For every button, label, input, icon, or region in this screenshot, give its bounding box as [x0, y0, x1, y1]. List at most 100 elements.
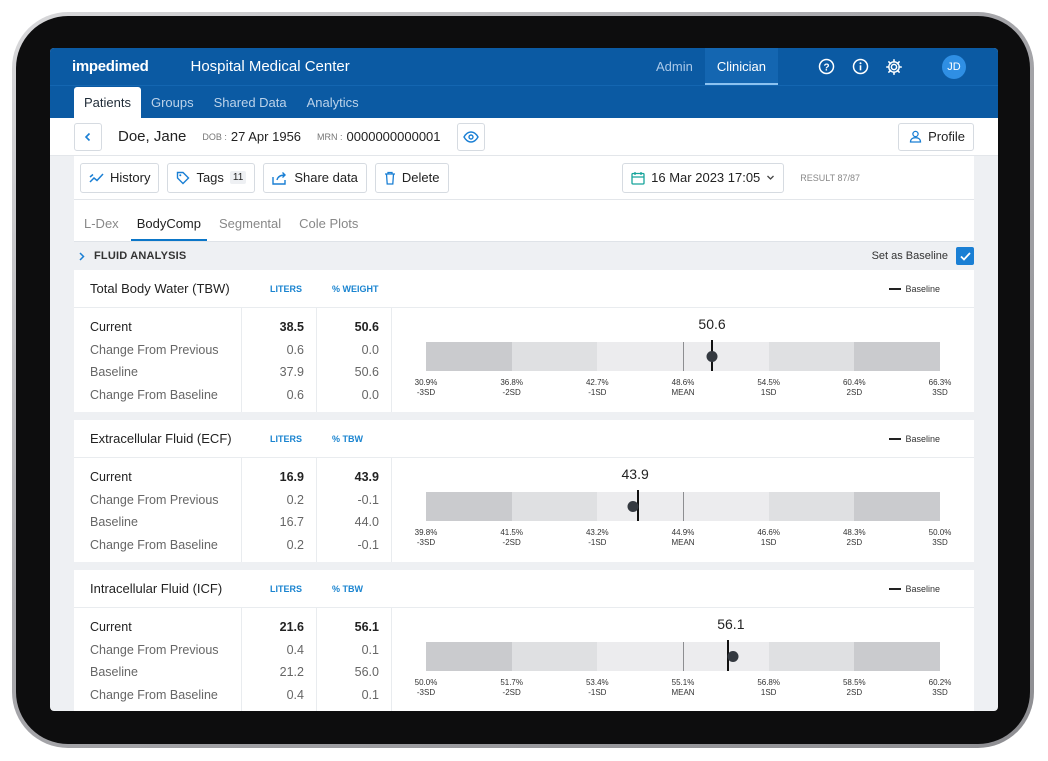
liters-value: 16.7: [279, 515, 304, 529]
tick-sd: -3SD: [416, 388, 436, 397]
nav-tab-patients[interactable]: Patients: [74, 87, 141, 118]
percent-value: 56.0: [354, 665, 379, 679]
history-label: History: [110, 170, 151, 185]
tick-sd: 2SD: [846, 538, 863, 547]
liters-values: 21.6 0.4 21.2 0.4: [242, 608, 317, 711]
baseline-legend-label: Baseline: [905, 283, 940, 294]
column-header-liters: LITERS: [270, 283, 303, 294]
row-label: Change From Previous: [90, 642, 219, 657]
sd-band: [511, 342, 598, 371]
nav-tab-shared-data[interactable]: Shared Data: [213, 95, 287, 110]
role-admin-tab[interactable]: Admin: [656, 59, 693, 74]
tick-percent: 44.9%: [671, 528, 695, 537]
tick-percent: 55.1%: [671, 678, 695, 687]
tab-bodycomp[interactable]: BodyComp: [130, 216, 207, 241]
back-button[interactable]: [74, 122, 102, 151]
tick-sd: 2SD: [846, 688, 863, 697]
set-baseline-checkbox[interactable]: [956, 247, 974, 265]
view-eye-button[interactable]: [456, 122, 485, 151]
sd-tick-label: 56.8% 1SD: [757, 678, 780, 698]
fluid-analysis-header[interactable]: FLUID ANALYSIS Set as Baseline: [50, 242, 998, 270]
percent-value: 50.6: [354, 320, 379, 334]
row-labels: Current Change From Previous Baseline Chang…: [74, 458, 242, 562]
card-body: Current Change From Previous Baseline Chang…: [74, 308, 974, 412]
sd-tick-label: 60.2% 3SD: [929, 678, 952, 698]
card-body: Current Change From Previous Baseline Chang…: [74, 608, 974, 711]
dob-label: DOB :: [202, 131, 227, 142]
current-value-dot: [706, 351, 718, 362]
tick-percent: 50.0%: [928, 528, 952, 537]
help-icon[interactable]: ?: [816, 57, 836, 77]
sd-tick-label: 42.7% -1SD: [586, 378, 609, 398]
tick-percent: 48.6%: [671, 378, 695, 387]
tick-sd: 1SD: [760, 538, 777, 547]
sd-band: [511, 492, 598, 521]
share-data-button[interactable]: Share data: [263, 162, 367, 193]
percent-value: 0.1: [361, 687, 379, 702]
sd-tick-label: 58.5% 2SD: [843, 678, 866, 698]
sd-range-bar: [426, 342, 941, 371]
percent-value: 0.0: [361, 387, 379, 402]
sd-tick-label: 48.3% 2SD: [843, 528, 866, 548]
percent-value: 50.6: [354, 365, 379, 379]
tags-count-badge: 11: [229, 171, 247, 184]
gauge-current-value: 50.6: [698, 316, 726, 332]
tab-l-dex[interactable]: L-Dex: [84, 216, 119, 231]
tick-sd: 2SD: [846, 388, 863, 397]
sd-band: [511, 642, 598, 671]
sd-tick-label: 51.7% -2SD: [500, 678, 523, 698]
settings-gear-icon[interactable]: [884, 57, 904, 77]
tick-sd: -3SD: [416, 688, 436, 697]
row-label: Change From Previous: [90, 492, 219, 507]
chevron-down-icon: [767, 175, 775, 180]
sd-band: [426, 642, 512, 671]
tab-cole-plots[interactable]: Cole Plots: [299, 216, 359, 231]
tick-percent: 30.9%: [414, 378, 438, 387]
row-labels: Current Change From Previous Baseline Chang…: [74, 608, 242, 711]
sd-band: [426, 492, 512, 521]
tick-sd: MEAN: [671, 538, 695, 547]
nav-tab-groups[interactable]: Groups: [150, 95, 194, 110]
set-baseline-label: Set as Baseline: [871, 250, 948, 262]
liters-value: 21.2: [279, 665, 304, 679]
mean-line: [683, 642, 684, 671]
sd-band: [683, 642, 769, 671]
tick-sd: -1SD: [588, 688, 607, 697]
delete-button[interactable]: Delete: [374, 162, 449, 193]
column-header-percent: % WEIGHT: [332, 283, 379, 294]
mean-line: [683, 492, 684, 521]
nav-tab-analytics[interactable]: Analytics: [306, 95, 359, 110]
info-icon[interactable]: [850, 57, 870, 77]
history-button[interactable]: History: [80, 162, 160, 193]
sd-tick-label: 36.8% -2SD: [500, 378, 523, 398]
liters-value: 0.6: [286, 342, 304, 357]
row-label: Change From Baseline: [90, 537, 218, 552]
role-clinician-tab[interactable]: Clinician: [704, 48, 778, 85]
tags-button[interactable]: Tags 11: [167, 162, 256, 193]
delete-label: Delete: [401, 170, 440, 185]
tick-sd: -2SD: [502, 688, 521, 697]
sd-band: [768, 342, 855, 371]
mrn-value: 0000000000001: [346, 129, 441, 144]
percent-value: 44.0: [354, 515, 379, 529]
tick-percent: 46.6%: [757, 528, 780, 537]
tick-percent: 48.3%: [842, 528, 866, 537]
tick-sd: 3SD: [932, 388, 948, 397]
fluid-card: Intracellular Fluid (ICF) LITERS % TBW Base…: [74, 570, 974, 711]
column-header-percent: % TBW: [332, 433, 363, 444]
row-label: Current: [90, 320, 132, 334]
tags-label: Tags: [196, 170, 224, 185]
action-toolbar: History Tags 11 Share data Delete 16 Mar…: [74, 156, 974, 200]
tab-segmental[interactable]: Segmental: [219, 216, 282, 231]
baseline-legend-line-icon: [889, 587, 902, 590]
liters-value: 0.2: [286, 492, 304, 507]
tick-sd: MEAN: [671, 388, 695, 397]
profile-button[interactable]: Profile: [898, 122, 974, 151]
card-header: Total Body Water (TBW) LITERS % WEIGHT Base…: [74, 270, 974, 308]
percent-value: -0.1: [357, 492, 379, 507]
user-avatar[interactable]: JD: [942, 54, 966, 79]
sd-band: [597, 492, 684, 521]
eye-icon: [462, 130, 479, 143]
gauge-current-value: 43.9: [621, 466, 649, 482]
measurement-date-select[interactable]: 16 Mar 2023 17:05: [622, 162, 785, 193]
